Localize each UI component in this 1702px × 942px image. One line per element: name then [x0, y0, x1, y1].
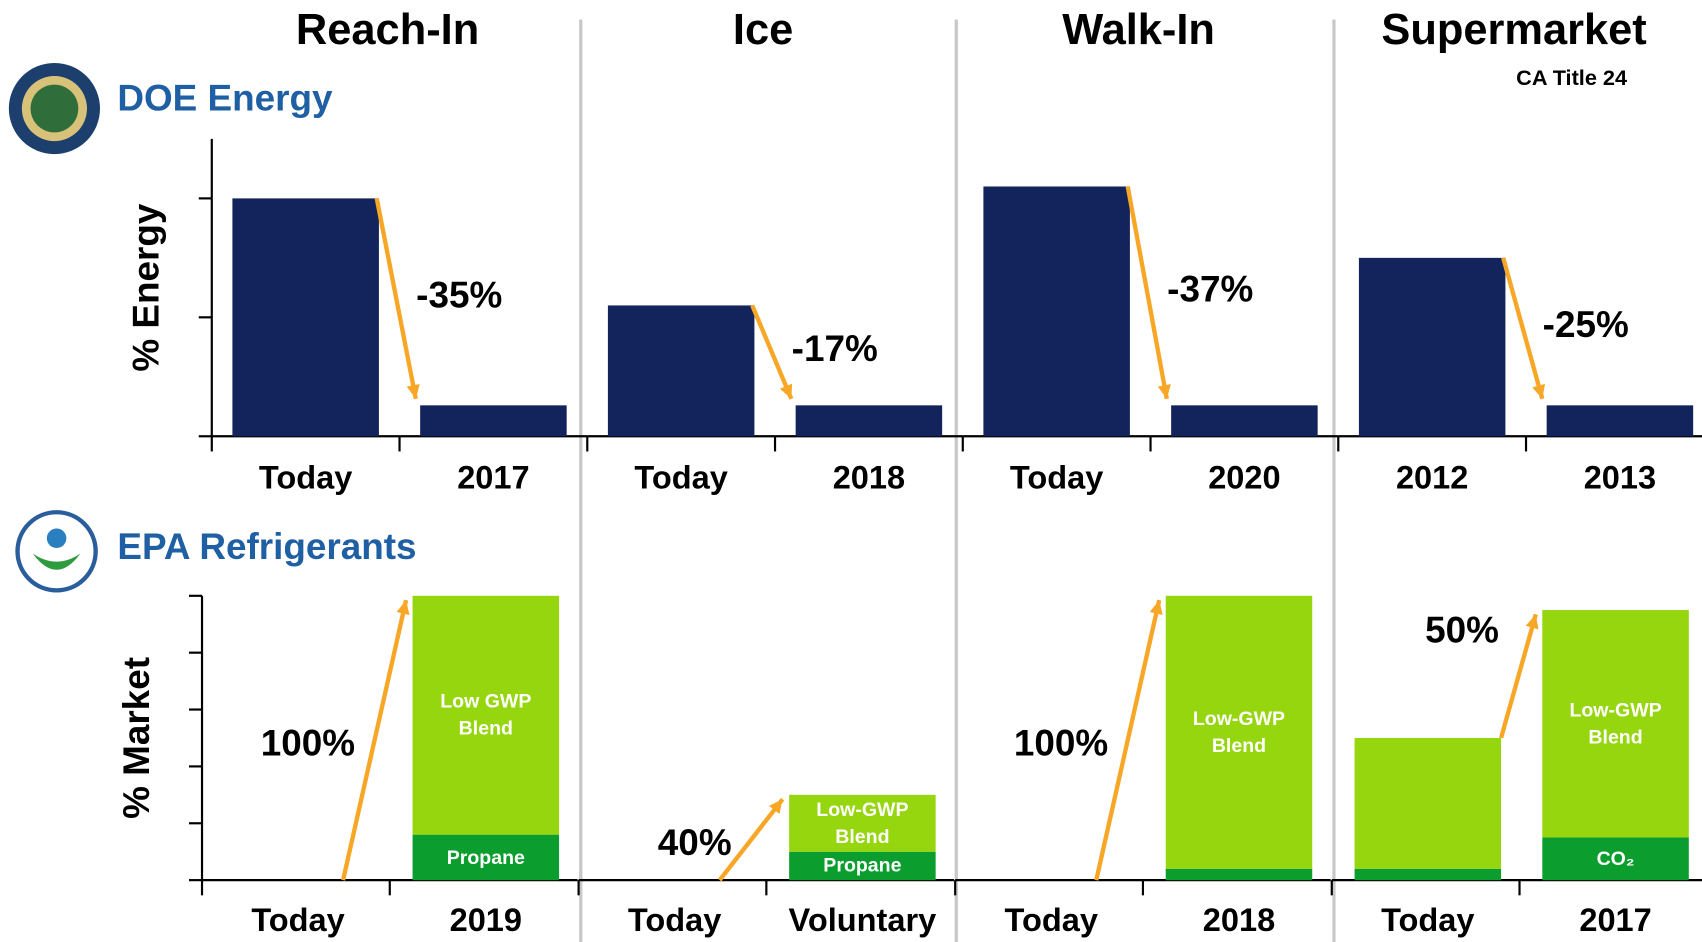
column-title: Supermarket	[1381, 6, 1646, 54]
x-tick-label: Today	[634, 459, 727, 495]
arrow-head	[779, 383, 793, 399]
section-label: EPA Refrigerants	[117, 526, 416, 567]
x-tick-label: 2017	[1579, 902, 1651, 938]
x-tick-label: Voluntary	[789, 902, 937, 938]
bar-segment	[1542, 837, 1689, 881]
arrow	[374, 197, 418, 400]
segment-label-box: CO₂	[1596, 847, 1635, 870]
x-tick-label: Today	[628, 902, 721, 938]
segment-label-box: Low-GWP Blend	[1192, 707, 1286, 757]
segment-label: Low-GWP Blend	[1192, 707, 1286, 757]
y-axis-label: % Energy	[126, 203, 167, 372]
arrow	[1094, 599, 1162, 881]
x-tick-label: Today	[1005, 902, 1098, 938]
bar	[983, 186, 1130, 437]
annotation: 40%	[658, 822, 732, 863]
column-title: Ice	[733, 6, 793, 54]
epa-logo	[15, 510, 98, 593]
x-tick-label: 2018	[833, 459, 905, 495]
bar	[607, 305, 755, 437]
bar-segment	[412, 595, 560, 835]
bar	[1171, 405, 1318, 437]
x-tick-label: 2017	[457, 459, 529, 495]
column-subtitle: CA Title 24	[1516, 65, 1627, 90]
arrow-head	[396, 600, 410, 615]
column-dividers	[579, 19, 1336, 942]
segment-label: Low-GWP Blend	[816, 798, 909, 848]
bar	[1546, 405, 1694, 437]
segment-label-box: Low-GWP Blend	[816, 798, 909, 848]
bar-segment	[789, 851, 936, 881]
arrow-head	[406, 384, 420, 399]
arrow	[1125, 186, 1169, 400]
annotation: -17%	[792, 328, 878, 369]
segment-label-box: Low-GWP Blend	[1569, 698, 1662, 748]
column-title: Reach-In	[296, 6, 479, 54]
arrow	[340, 599, 409, 881]
x-tick-label: 2018	[1203, 902, 1275, 938]
annotation: -35%	[416, 274, 502, 315]
segment-label: Low-GWP Blend	[1569, 698, 1662, 748]
annotation: 50%	[1425, 610, 1499, 651]
segment-label: Propane	[823, 854, 902, 877]
segment-label-box: Low GWP Blend	[440, 690, 532, 740]
x-tick-label: 2012	[1396, 459, 1468, 495]
bar-segment	[1165, 595, 1313, 869]
segment-label: Propane	[446, 845, 525, 868]
x-tick-label: 2019	[450, 902, 522, 938]
x-tick-label: Today	[1381, 902, 1474, 938]
column-title: Walk-In	[1062, 6, 1215, 54]
section-label: DOE Energy	[117, 78, 333, 119]
segment-label: CO₂	[1596, 847, 1635, 870]
bar-segment	[1165, 868, 1313, 881]
bar-segment	[412, 834, 560, 881]
arrow-head	[1157, 384, 1171, 399]
arrow	[1498, 613, 1538, 739]
bar-segment	[1542, 610, 1689, 838]
annotation: 100%	[261, 722, 355, 763]
bar	[795, 405, 943, 437]
y-axis-label: % Market	[116, 657, 157, 819]
bar-segment	[1354, 737, 1502, 869]
bar	[232, 198, 379, 437]
annotation: -25%	[1543, 304, 1629, 345]
arrow	[717, 797, 785, 882]
bar	[420, 405, 567, 437]
x-tick-label: Today	[251, 902, 344, 938]
arrow	[750, 304, 794, 400]
bar-segment	[789, 794, 936, 852]
bar	[1358, 257, 1506, 437]
arrow-head	[1532, 383, 1546, 399]
segment-label-box: Propane	[446, 845, 525, 868]
arrow	[1501, 257, 1545, 400]
arrow-head	[1525, 614, 1539, 630]
segment-label: Low GWP Blend	[440, 690, 532, 740]
annotation: 100%	[1014, 722, 1108, 763]
segment-label-box: Propane	[823, 854, 902, 877]
x-tick-label: Today	[259, 459, 352, 495]
doe-logo	[8, 62, 101, 155]
x-tick-label: 2020	[1208, 459, 1280, 495]
x-tick-label: 2013	[1584, 459, 1656, 495]
x-tick-label: Today	[1010, 459, 1103, 495]
arrow-head	[769, 799, 783, 815]
annotation: -37%	[1167, 268, 1253, 309]
bar-segment	[1354, 868, 1502, 881]
arrow-head	[1149, 600, 1163, 615]
